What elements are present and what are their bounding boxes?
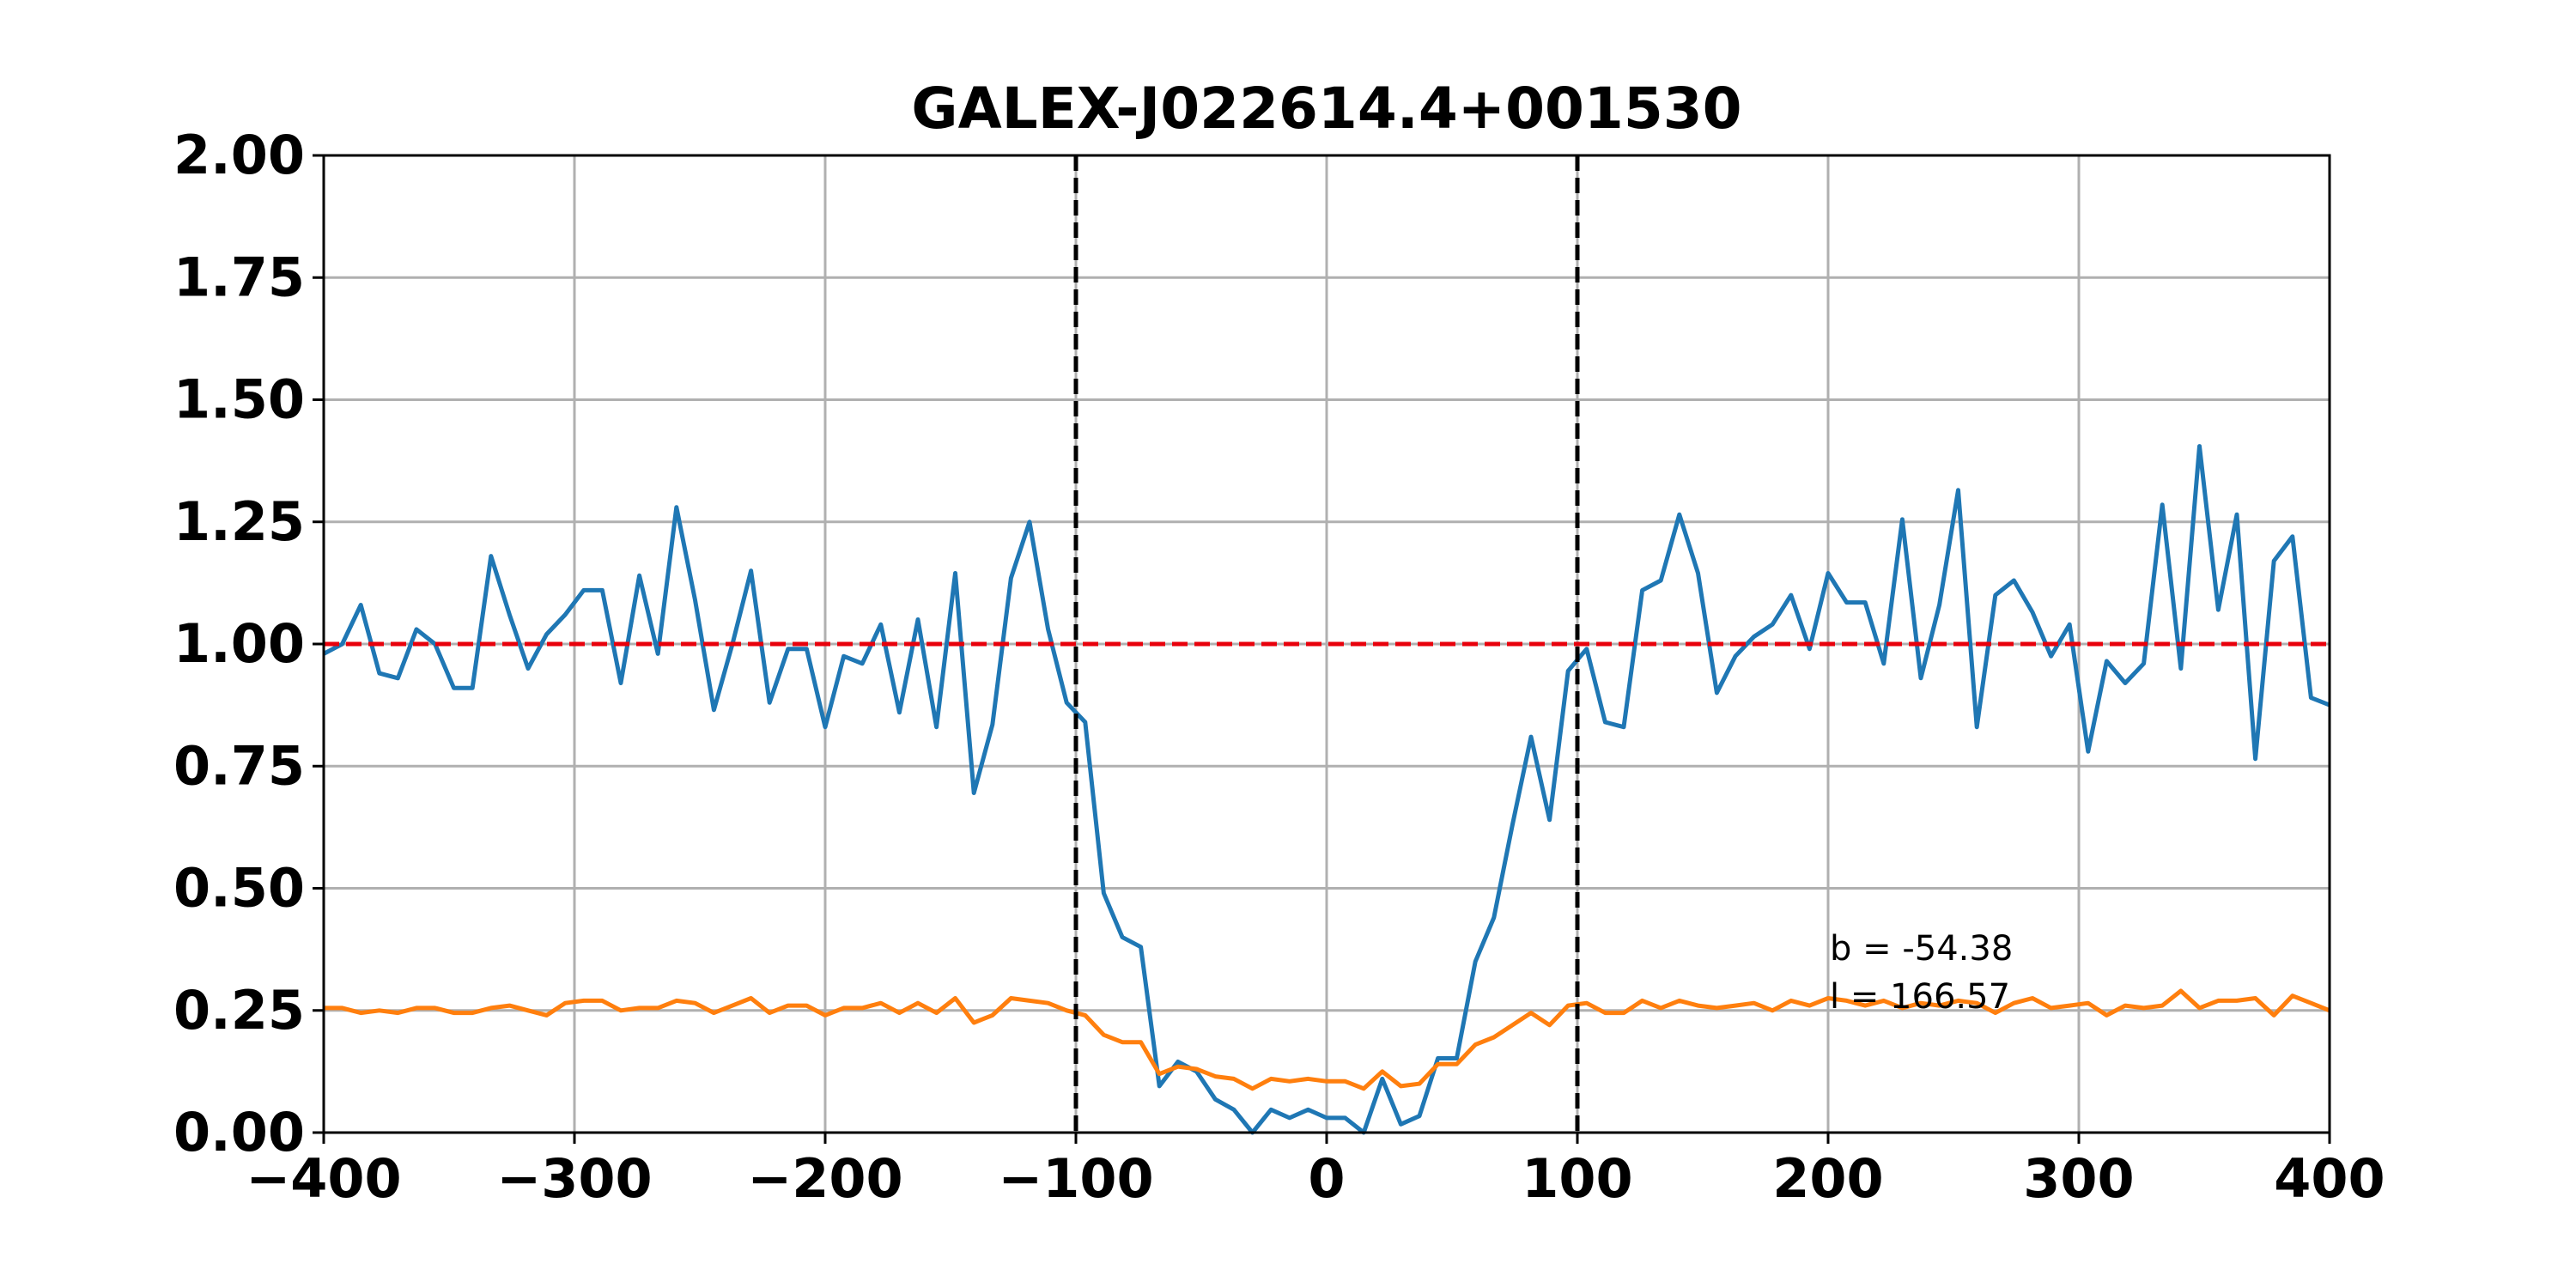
x-tick-label: −200 [747, 1147, 902, 1210]
annotation: l = 166.57 [1830, 977, 2010, 1017]
axes-frame [322, 154, 2331, 1134]
x-tick-label: −300 [496, 1147, 652, 1210]
annotation: b = -54.38 [1830, 929, 2013, 969]
x-tick-label: −400 [246, 1147, 401, 1210]
y-tick-label: 0.50 [173, 857, 305, 920]
data-line [322, 444, 2330, 1135]
x-tick-label: 400 [2274, 1147, 2385, 1210]
y-tick-label: 2.00 [173, 124, 305, 186]
y-tick-label: 0.00 [173, 1101, 305, 1163]
y-tick-label: 0.25 [173, 979, 305, 1042]
y-tick-label: 1.75 [173, 246, 305, 308]
x-tick-label: 100 [1522, 1147, 1632, 1210]
y-tick-label: 1.50 [173, 368, 305, 431]
y-tick-label: 0.75 [173, 734, 305, 797]
data-line [324, 988, 2330, 1091]
x-tick-label: −100 [998, 1147, 1153, 1210]
x-tick-label: 200 [1772, 1147, 1883, 1210]
x-tick-label: 300 [2023, 1147, 2134, 1210]
y-tick-label: 1.25 [173, 490, 305, 553]
x-tick-label: 0 [1308, 1147, 1345, 1210]
y-tick-label: 1.00 [173, 612, 305, 675]
chart-title: GALEX-J022614.4+001530 [911, 76, 1741, 142]
